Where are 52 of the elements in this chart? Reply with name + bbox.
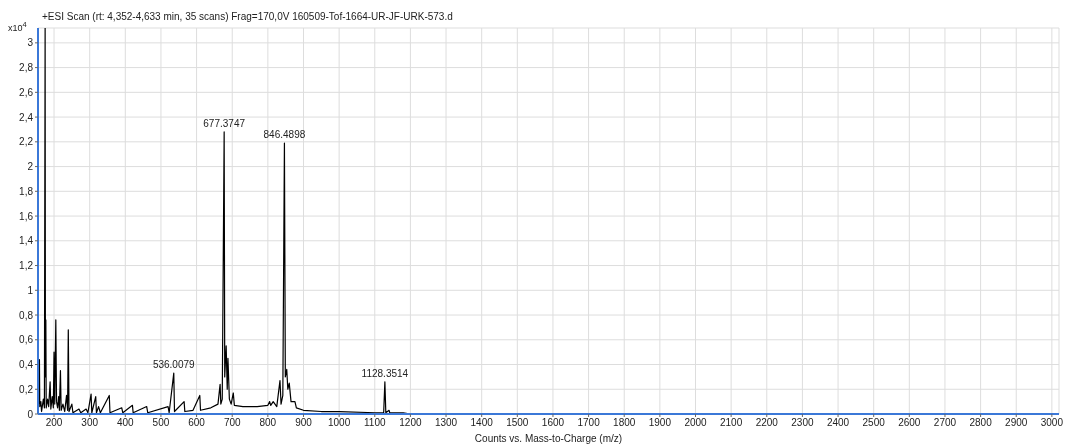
chart-title: +ESI Scan (rt: 4,352-4,633 min, 35 scans) Frag=170,0V 160509-Tof-1664-UR-JF-URK-573.d: [42, 11, 453, 22]
x-tick-label: 2100: [720, 417, 743, 429]
x-tick-label: 300: [81, 417, 99, 429]
x-tick-label: 1400: [470, 417, 494, 429]
x-tick-label: 400: [116, 417, 135, 429]
x-tick-label: 600: [188, 417, 206, 429]
y-tick-label: 1,2: [19, 260, 34, 272]
annotation: 677.3747: [203, 117, 246, 129]
annotation: 1128.3514: [361, 367, 409, 379]
x-tick-label: 1300: [434, 417, 458, 429]
y-axis-title: x10$^{4}$: [8, 20, 27, 33]
y-tick-label: 3: [27, 37, 34, 49]
x-tick-label: 2300: [791, 417, 814, 429]
y-tick-label: 0: [27, 408, 34, 420]
y-tick-label: 1,4: [19, 235, 34, 247]
y-tick-label: 0,2: [19, 383, 34, 395]
x-tick-label: 2000: [684, 417, 708, 429]
x-tick-label: 1100: [364, 417, 386, 429]
y-tick-label: 2,4: [19, 111, 34, 123]
x-tick-label: 2500: [862, 417, 886, 429]
x-tick-label: 2400: [826, 417, 850, 429]
y-tick-label: 2: [27, 161, 34, 173]
x-tick-label: 800: [259, 417, 277, 429]
x-tick-label: 1000: [328, 417, 351, 429]
x-tick-label: 2600: [898, 417, 921, 429]
x-tick-label: 1600: [541, 417, 565, 429]
x-tick-label: 2200: [755, 417, 779, 429]
x-tick-label: 2800: [969, 417, 993, 429]
x-tick-label: 1800: [613, 417, 636, 429]
x-tick-label: 1900: [648, 417, 672, 429]
y-tick-label: 2,2: [19, 136, 34, 148]
annotation: 536.0079: [152, 359, 196, 371]
x-tick-label: 1700: [577, 417, 601, 429]
y-tick-label: 1,6: [19, 210, 34, 222]
x-tick-label: 3000: [1040, 417, 1064, 429]
y-tick-label: 2,6: [19, 86, 34, 98]
x-tick-label: 2700: [933, 417, 957, 429]
x-tick-label: 1500: [506, 417, 529, 429]
y-tick-label: 2,8: [19, 62, 34, 74]
y-tick-label: 1: [27, 284, 34, 296]
x-tick-label: 1200: [399, 417, 422, 429]
annotation: 846.4898: [263, 129, 306, 141]
y-tick-label: 0,6: [19, 334, 34, 346]
x-tick-label: 500: [152, 417, 170, 429]
y-tick-label: 0,4: [19, 359, 34, 371]
x-tick-label: 2900: [1005, 417, 1028, 429]
x-tick-label: 900: [295, 417, 313, 429]
x-axis-title: Counts vs. Mass-to-Charge (m/z): [474, 433, 623, 444]
x-tick-label: 200: [45, 417, 63, 429]
y-tick-label: 1,8: [19, 185, 34, 197]
y-tick-label: 0,8: [19, 309, 34, 321]
x-tick-label: 700: [223, 417, 241, 429]
